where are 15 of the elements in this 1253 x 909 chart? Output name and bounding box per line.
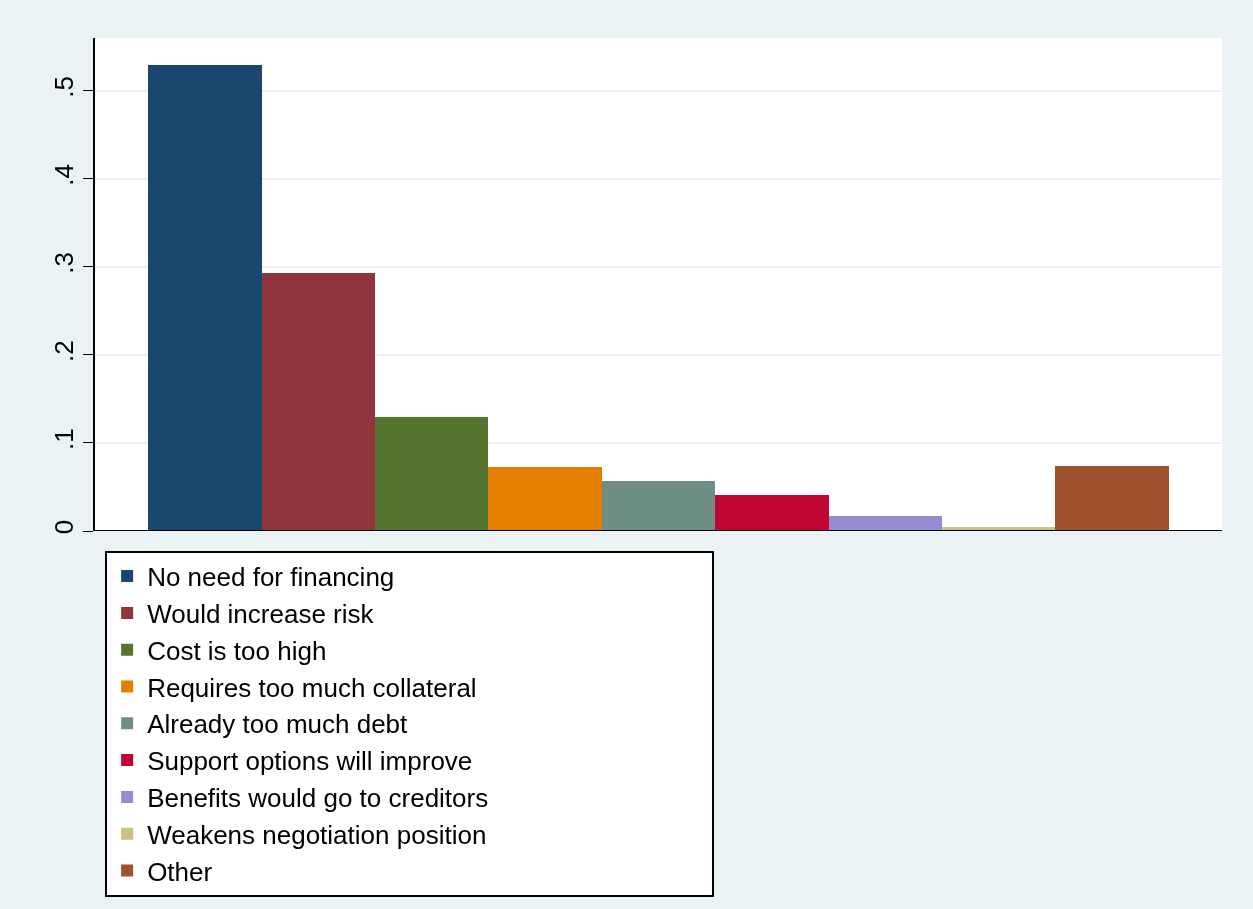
- legend-label: Cost is too high: [147, 635, 327, 666]
- legend-label: No need for financing: [147, 562, 395, 593]
- legend-label: Support options will improve: [147, 746, 473, 777]
- legend-label: Weakens negotiation position: [147, 819, 487, 850]
- legend-label: Already too much debt: [147, 709, 409, 740]
- legend-label: Would increase risk: [147, 599, 375, 630]
- y-tick-label: .5: [48, 76, 79, 98]
- y-tick-label: .3: [48, 252, 79, 274]
- legend-label: Other: [147, 856, 213, 887]
- legend-label: Requires too much collateral: [147, 672, 477, 703]
- legend-label: Benefits would go to creditors: [147, 783, 489, 814]
- y-tick-label: .4: [48, 164, 79, 186]
- y-tick-label: .1: [48, 428, 79, 450]
- y-tick-label: .2: [48, 340, 79, 362]
- y-tick-label: 0: [48, 519, 79, 535]
